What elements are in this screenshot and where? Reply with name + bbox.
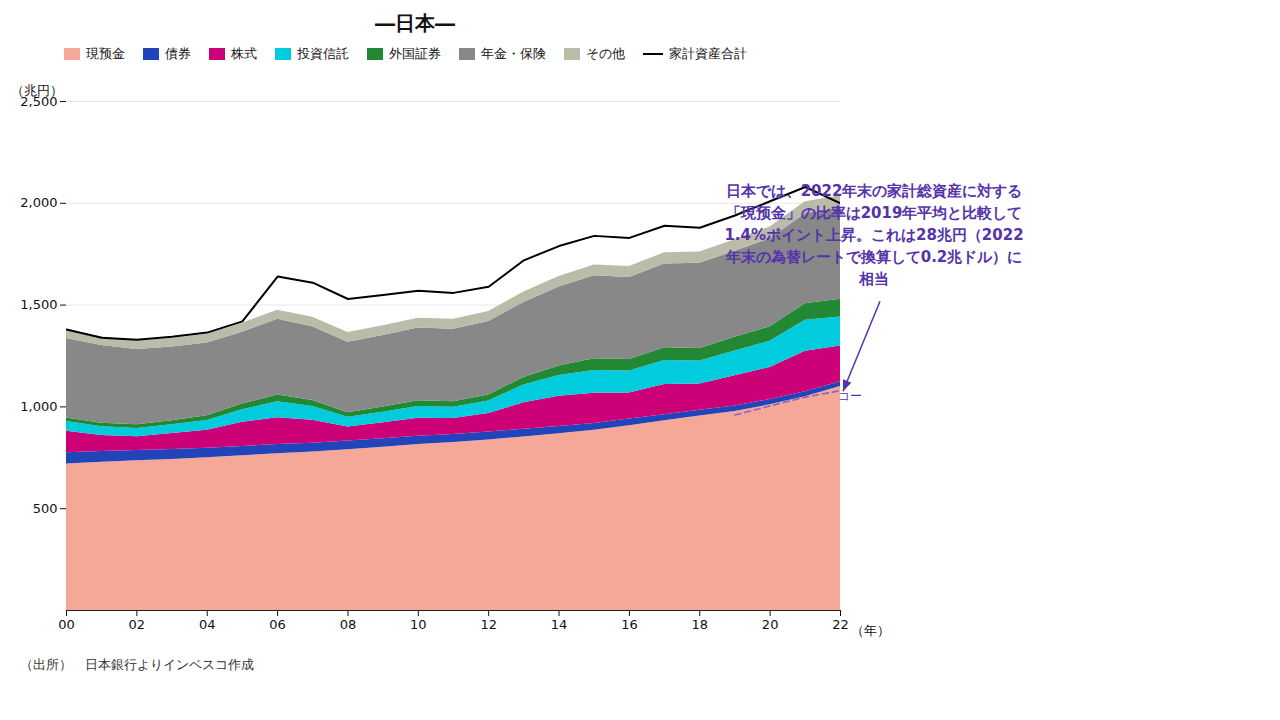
- svg-text:16: 16: [621, 617, 638, 632]
- svg-text:（年）: （年）: [851, 623, 890, 638]
- html-text:その他: その他: [586, 46, 625, 61]
- svg-text:10: 10: [410, 617, 427, 632]
- svg-text:2,500: 2,500: [20, 93, 58, 109]
- html-text:家計資産合計: 家計資産合計: [669, 46, 747, 61]
- svg-text:22: 22: [832, 617, 849, 632]
- html-text:年金・保険: 年金・保険: [481, 46, 546, 61]
- svg-text:コー: コー: [838, 389, 862, 403]
- html-text:株式: 株式: [231, 46, 257, 61]
- svg-text:2,000: 2,000: [20, 195, 57, 210]
- svg-text:08: 08: [340, 617, 357, 632]
- svg-text:02: 02: [129, 617, 146, 632]
- svg-text:1,000: 1,000: [20, 399, 57, 414]
- svg-text:500: 500: [33, 501, 58, 516]
- html-text:―日本―: ―日本―: [375, 11, 455, 35]
- html-text:外国証券: 外国証券: [389, 46, 441, 61]
- svg-text:（兆円）: （兆円）: [11, 83, 63, 98]
- svg-text:日本では、2022年末の家計総資産に対する「現预金」の比率は: 日本では、2022年末の家計総資産に対する「現预金」の比率は2019年平均と比較…: [724, 182, 1023, 288]
- svg-text:1,500: 1,500: [20, 297, 57, 312]
- svg-text:04: 04: [199, 617, 216, 632]
- html-text:（出所） 日本銀行よりインベスコ作成: （出所） 日本銀行よりインベスコ作成: [20, 657, 254, 672]
- svg-text:12: 12: [480, 617, 497, 632]
- html-text:現预金: 現预金: [86, 46, 125, 61]
- svg-text:06: 06: [269, 617, 286, 632]
- svg-text:00: 00: [58, 617, 75, 632]
- svg-text:18: 18: [691, 617, 708, 632]
- svg-text:14: 14: [551, 617, 568, 632]
- html-text:債券: 債券: [165, 46, 191, 61]
- svg-text:20: 20: [762, 617, 779, 632]
- html-text:投資信託: 投資信託: [297, 46, 349, 61]
